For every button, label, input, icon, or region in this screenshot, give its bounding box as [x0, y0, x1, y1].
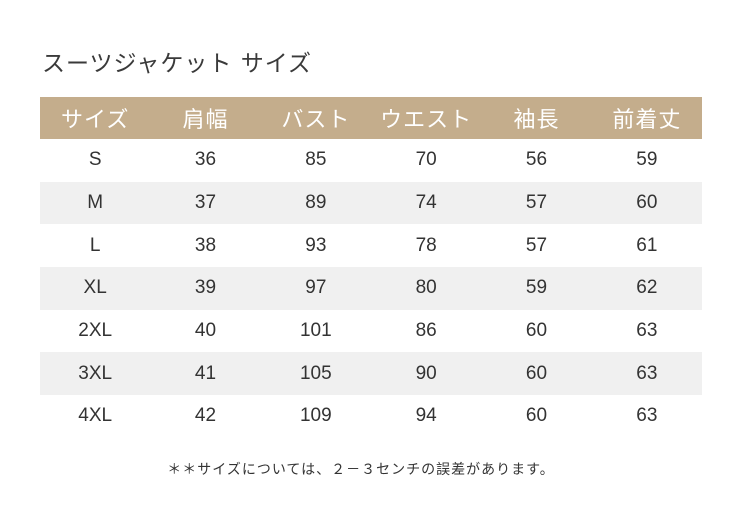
cell-shoulder-width: 41 [150, 352, 261, 396]
cell-sleeve-length: 60 [525, 320, 548, 342]
table-row: S 36 85 70 56 59 [40, 139, 702, 182]
cell-shoulder-width: 38 [194, 234, 217, 256]
cell-shoulder-width: 42 [194, 405, 217, 427]
cell-size: S [88, 149, 102, 171]
cell-waist: 70 [415, 149, 437, 171]
cell-waist: 94 [415, 405, 437, 427]
cell-front-length: 62 [591, 267, 702, 310]
table-row: 2XL 40 101 86 60 63 [40, 310, 702, 353]
cell-sleeve-length: 57 [525, 234, 548, 256]
cell-sleeve-length: 60 [481, 352, 592, 396]
header-front-length: 前着丈 [591, 97, 702, 139]
cell-size: 3XL [40, 352, 151, 396]
cell-bust: 105 [260, 352, 371, 396]
header-shoulder-width: 肩幅 [150, 97, 261, 139]
cell-front-length: 59 [636, 149, 658, 171]
cell-waist: 86 [415, 320, 437, 342]
cell-size: 4XL [78, 405, 113, 427]
cell-bust: 93 [305, 234, 327, 256]
cell-front-length: 63 [636, 405, 658, 427]
cell-waist: 74 [370, 181, 482, 225]
cell-bust: 89 [260, 181, 371, 225]
size-table: サイズ 肩幅 バスト ウエスト 袖長 前着丈 S 36 85 70 56 59 … [40, 97, 702, 438]
header-bust: バスト [260, 97, 371, 139]
table-row: 4XL 42 109 94 60 63 [40, 395, 702, 438]
page-title: スーツジャケット サイズ [42, 51, 313, 77]
cell-size: XL [40, 267, 151, 310]
cell-size: 2XL [78, 320, 113, 342]
measurement-note: ＊＊サイズについては、２－３センチの誤差があります。 [167, 462, 555, 478]
cell-shoulder-width: 40 [194, 320, 217, 342]
cell-sleeve-length: 56 [525, 149, 548, 171]
cell-shoulder-width: 37 [150, 181, 261, 225]
cell-bust: 85 [305, 149, 327, 171]
cell-waist: 78 [415, 234, 437, 256]
cell-sleeve-length: 60 [525, 405, 548, 427]
cell-waist: 80 [370, 267, 482, 310]
cell-bust: 97 [260, 267, 371, 310]
table-row: M 37 89 74 57 60 [40, 181, 702, 225]
cell-size: L [89, 234, 101, 256]
table-row: XL 39 97 80 59 62 [40, 267, 702, 310]
cell-bust: 109 [299, 405, 332, 427]
header-waist: ウエスト [370, 97, 482, 139]
header-sleeve-length: 袖長 [481, 97, 592, 139]
cell-waist: 90 [370, 352, 482, 396]
cell-bust: 101 [299, 320, 332, 342]
cell-front-length: 63 [636, 320, 658, 342]
table-row: 3XL 41 105 90 60 63 [40, 352, 702, 396]
cell-front-length: 60 [591, 181, 702, 225]
cell-front-length: 61 [636, 234, 658, 256]
table-header-row: サイズ 肩幅 バスト ウエスト 袖長 前着丈 [40, 97, 702, 139]
cell-front-length: 63 [591, 352, 702, 396]
cell-size: M [40, 181, 151, 225]
cell-sleeve-length: 57 [481, 181, 592, 225]
header-size: サイズ [40, 97, 151, 139]
cell-sleeve-length: 59 [481, 267, 592, 310]
cell-shoulder-width: 36 [194, 149, 217, 171]
cell-shoulder-width: 39 [150, 267, 261, 310]
table-row: L 38 93 78 57 61 [40, 224, 702, 267]
